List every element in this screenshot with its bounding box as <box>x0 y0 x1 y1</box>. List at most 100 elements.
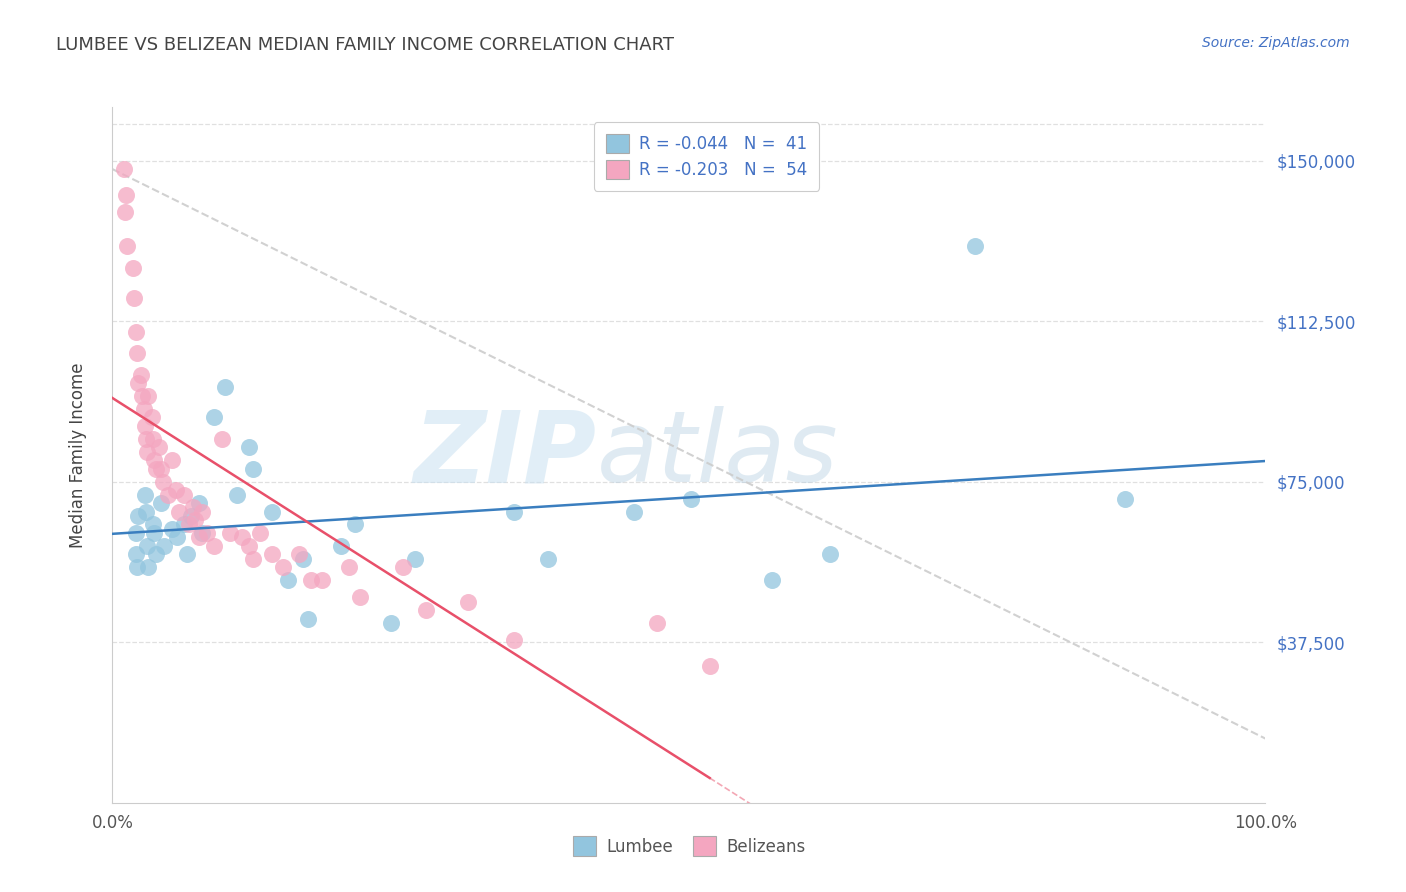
Point <box>136 444 159 458</box>
Point <box>125 346 148 360</box>
Point <box>699 658 721 673</box>
Point <box>124 325 146 339</box>
Point <box>176 548 198 562</box>
Point <box>148 441 170 455</box>
Point <box>149 462 172 476</box>
Point <box>149 496 172 510</box>
Point <box>337 560 360 574</box>
Legend: Lumbee, Belizeans: Lumbee, Belizeans <box>564 828 814 864</box>
Point <box>214 380 236 394</box>
Point <box>180 508 202 523</box>
Point <box>125 560 148 574</box>
Point <box>392 560 415 574</box>
Point <box>1114 491 1136 506</box>
Point <box>165 483 187 498</box>
Point <box>231 530 253 544</box>
Point <box>112 162 135 177</box>
Point <box>162 453 184 467</box>
Point <box>291 551 314 566</box>
Point <box>457 594 479 608</box>
Point <box>219 526 242 541</box>
Point <box>343 517 366 532</box>
Point <box>173 487 195 501</box>
Point <box>145 462 167 476</box>
Point <box>761 573 783 587</box>
Point <box>127 508 149 523</box>
Point <box>260 505 283 519</box>
Point <box>187 496 211 510</box>
Point <box>134 419 156 434</box>
Point <box>127 376 149 391</box>
Point <box>297 612 319 626</box>
Point <box>238 441 260 455</box>
Y-axis label: Median Family Income: Median Family Income <box>69 362 87 548</box>
Point <box>131 389 153 403</box>
Point <box>132 401 155 416</box>
Point <box>271 560 294 574</box>
Point <box>141 410 163 425</box>
Point <box>169 505 191 519</box>
Point <box>502 633 524 648</box>
Point <box>277 573 299 587</box>
Text: LUMBEE VS BELIZEAN MEDIAN FAMILY INCOME CORRELATION CHART: LUMBEE VS BELIZEAN MEDIAN FAMILY INCOME … <box>56 36 675 54</box>
Point <box>211 432 233 446</box>
Point <box>134 487 156 501</box>
Point <box>202 410 225 425</box>
Point <box>299 573 322 587</box>
Point <box>260 548 283 562</box>
Text: Source: ZipAtlas.com: Source: ZipAtlas.com <box>1202 36 1350 50</box>
Point <box>153 539 176 553</box>
Point <box>124 548 146 562</box>
Point <box>238 539 260 553</box>
Point <box>135 505 157 519</box>
Point <box>311 573 333 587</box>
Point <box>152 475 174 489</box>
Point <box>156 487 179 501</box>
Point <box>963 239 986 253</box>
Point <box>129 368 153 382</box>
Point <box>135 432 157 446</box>
Point <box>117 239 139 253</box>
Point <box>136 560 159 574</box>
Point <box>242 462 264 476</box>
Point <box>681 491 703 506</box>
Point <box>145 548 167 562</box>
Point <box>187 530 211 544</box>
Point <box>162 522 184 536</box>
Point <box>191 526 214 541</box>
Point <box>502 505 524 519</box>
Point <box>288 548 311 562</box>
Point <box>415 603 437 617</box>
Point <box>226 487 249 501</box>
Point <box>181 500 204 515</box>
Point <box>537 551 560 566</box>
Point <box>143 453 166 467</box>
Text: atlas: atlas <box>596 407 838 503</box>
Point <box>195 526 218 541</box>
Point <box>818 548 841 562</box>
Point <box>115 187 138 202</box>
Point <box>177 517 200 532</box>
Point <box>329 539 352 553</box>
Point <box>122 260 145 275</box>
Point <box>143 526 166 541</box>
Point <box>645 615 668 630</box>
Point <box>249 526 271 541</box>
Point <box>142 432 165 446</box>
Point <box>136 539 159 553</box>
Point <box>166 530 188 544</box>
Point <box>242 551 264 566</box>
Text: ZIP: ZIP <box>413 407 596 503</box>
Point <box>404 551 426 566</box>
Point <box>184 513 207 527</box>
Point <box>142 517 165 532</box>
Point <box>173 517 195 532</box>
Point <box>380 615 402 630</box>
Point <box>114 205 136 219</box>
Point <box>202 539 225 553</box>
Point <box>124 291 146 305</box>
Point <box>191 505 214 519</box>
Point <box>136 389 159 403</box>
Point <box>124 526 146 541</box>
Point <box>623 505 645 519</box>
